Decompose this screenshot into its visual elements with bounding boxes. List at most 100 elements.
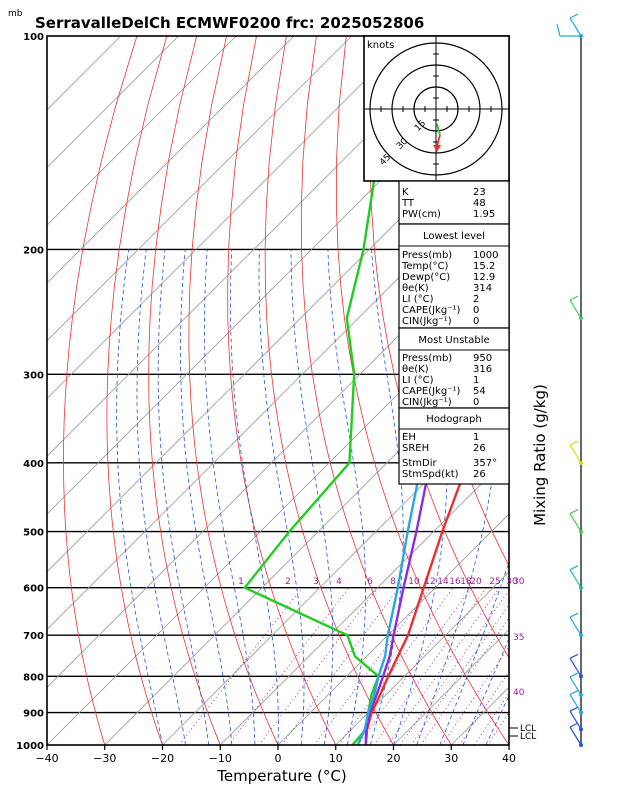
storm-motion-label: StmSpd(kt) — [402, 469, 459, 480]
hodograph-title: Hodograph — [426, 414, 481, 425]
hodograph-units: knots — [367, 40, 394, 51]
mixing-ratio-axis-title: Mixing Ratio (g/kg) — [531, 384, 549, 526]
thermo-background — [47, 36, 618, 745]
mixing-ratio-label: 2 — [285, 577, 291, 587]
pressure-tick-label: 400 — [23, 459, 44, 470]
x-tick-label: 20 — [387, 752, 401, 765]
mixing-ratio-line — [373, 587, 487, 745]
mixing-ratio-label: 18 — [460, 577, 472, 587]
indices-box — [398, 327, 510, 409]
pressure-tick-label: 1000 — [16, 741, 44, 752]
upper-wind-feather — [556, 23, 561, 37]
mixing-ratio-line — [487, 711, 509, 745]
pressure-tick-label: 900 — [23, 709, 44, 720]
mixing-ratio-side-label: 35 — [513, 633, 524, 643]
isotherm — [47, 224, 509, 688]
wind-barb-feather — [569, 706, 579, 712]
pressure-tick-label: 100 — [23, 32, 44, 43]
dry-adiabat — [300, 36, 452, 745]
mixing-ratio-label: 4 — [336, 577, 342, 587]
mixing-ratio-line — [441, 646, 509, 745]
wind-barb-staff — [569, 569, 582, 589]
isotherm — [47, 36, 237, 226]
temperature-profile — [364, 293, 509, 745]
dry-adiabat — [188, 36, 279, 745]
isotherm — [162, 397, 509, 745]
lowest-level-value: 15.2 — [473, 261, 495, 272]
isotherm — [47, 36, 295, 284]
isotherm — [47, 36, 122, 111]
index-general-label: TT — [401, 198, 415, 209]
lowest-level-title: Lowest level — [423, 231, 485, 242]
wind-barb-feather — [569, 13, 579, 19]
wind-barb-feather — [569, 690, 579, 696]
lowest-level-value: 2 — [473, 294, 479, 305]
lowest-level-label: Press(mb) — [402, 250, 452, 261]
mixing-ratio-label: 12 — [424, 577, 435, 587]
wind-barb-staff — [569, 513, 582, 532]
lowest-level-value: 1000 — [473, 250, 498, 261]
wind-barb-staff — [569, 676, 582, 696]
x-tick-label: 0 — [275, 752, 282, 765]
x-axis-title: Temperature (°C) — [216, 767, 346, 785]
storm-motion-label: StmDir — [402, 458, 437, 469]
isotherm — [47, 166, 509, 631]
pressure-tick-label: 600 — [23, 584, 44, 595]
mixing-ratio-label: 25 — [489, 577, 500, 587]
hodograph-trace-lower — [436, 123, 441, 136]
wind-barb-staff — [569, 17, 582, 37]
wind-barb-feather — [569, 722, 579, 728]
moist-adiabat — [258, 249, 305, 745]
moist-adiabat — [290, 249, 334, 745]
x-tick-label: 40 — [502, 752, 516, 765]
wind-barb-staff — [569, 694, 582, 713]
lowest-level-value: 314 — [473, 283, 492, 294]
wind-barb-staff — [569, 657, 582, 677]
most-unstable-label: CIN(Jkg⁻¹) — [402, 397, 452, 408]
isotherm — [47, 36, 353, 342]
most-unstable-value: 0 — [473, 397, 479, 408]
wind-barb-feather — [569, 612, 579, 618]
wind-barb-staff — [569, 299, 582, 319]
pressure-tick-label: 200 — [23, 245, 44, 256]
hodograph: knots 15 30 45 — [363, 35, 510, 182]
wind-barb-staff — [569, 616, 582, 636]
dry-adiabat — [106, 36, 168, 745]
dry-adiabat — [264, 36, 394, 745]
most-unstable-value: 950 — [473, 353, 492, 364]
isotherm — [47, 36, 410, 400]
storm-motion-value: 357° — [473, 458, 497, 469]
most-unstable-value: 316 — [473, 364, 492, 375]
moist-adiabat — [116, 249, 163, 745]
lowest-level-label: Temp(°C) — [401, 261, 449, 272]
moist-adiabat — [327, 249, 366, 745]
wind-barb-feather — [569, 565, 579, 571]
lowest-level-label: θe(K) — [402, 283, 429, 294]
lowest-level-value: 0 — [473, 305, 479, 316]
mixing-ratio-label: 30 — [506, 577, 518, 587]
mixing-ratio-line — [228, 587, 350, 745]
dry-adiabat — [63, 36, 138, 745]
mixing-ratio-label: 3 — [313, 577, 319, 587]
moist-adiabat — [180, 249, 233, 745]
chart-title: SerravalleDelCh ECMWF0200 frc: 202505280… — [35, 14, 424, 32]
isotherm — [508, 744, 509, 745]
index-general-value: 1.95 — [473, 209, 495, 220]
wind-barb-staff — [569, 444, 582, 464]
most-unstable-value: 54 — [473, 386, 486, 397]
mixing-ratio-label: 8 — [390, 577, 396, 587]
index-general-value: 23 — [473, 187, 486, 198]
indices-box — [398, 223, 510, 329]
mixing-ratio-label: 10 — [408, 577, 420, 587]
dry-adiabat — [586, 36, 618, 745]
lowest-level-label: CIN(Jkg⁻¹) — [402, 316, 452, 327]
storm-motion-marker — [433, 145, 441, 152]
mixing-ratio-label: 20 — [470, 577, 482, 587]
mixing-ratio-line — [410, 603, 509, 745]
x-tick-label: −40 — [35, 752, 58, 765]
wind-barb-staff — [569, 726, 582, 746]
mixing-ratio-line — [399, 589, 509, 745]
index-general-label: K — [402, 187, 409, 198]
